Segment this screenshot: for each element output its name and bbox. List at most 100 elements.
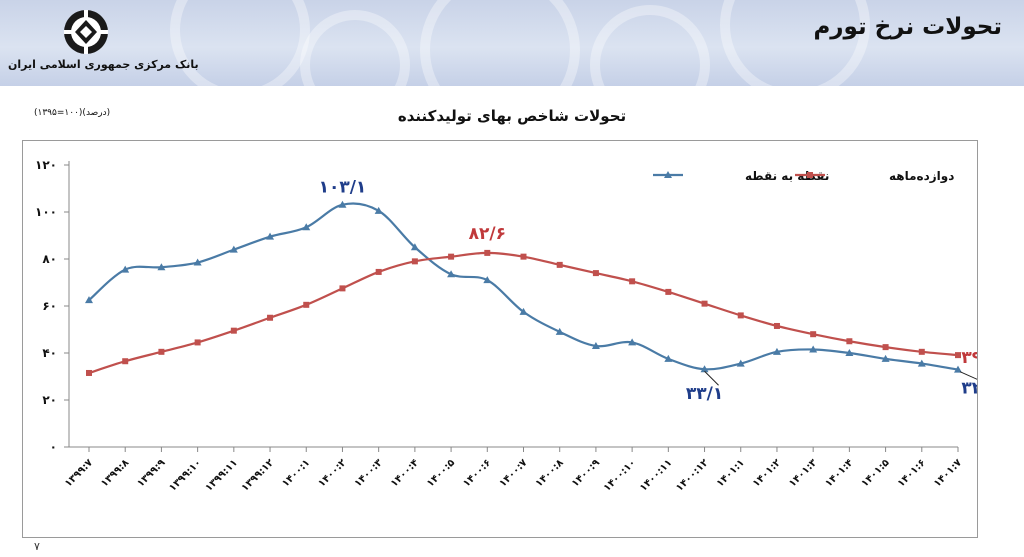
y-tick-label: ۱۰۰ <box>35 205 57 219</box>
legend-label: دوازده‌ماهه <box>889 169 954 184</box>
annotation-leader-line <box>704 370 719 386</box>
data-point-triangle <box>483 276 492 284</box>
x-tick-label: ۱۴۰۰:۱۱ <box>638 457 675 494</box>
data-point-triangle <box>881 354 890 362</box>
x-tick-label: ۱۴۰۱:۲ <box>751 457 783 489</box>
x-tick-label: ۱۴۰۰:۱۰ <box>602 457 639 494</box>
data-point-square <box>86 369 92 376</box>
data-point-triangle <box>302 223 311 231</box>
decorative-pattern <box>590 5 710 86</box>
data-point-square <box>375 268 382 275</box>
y-tick-label: ۸۰ <box>42 252 57 266</box>
data-point-square <box>918 348 925 355</box>
x-tick-label: ۱۳۹۹:۱۲ <box>240 457 277 494</box>
x-tick-label: ۱۴۰۰:۱۲ <box>674 457 711 494</box>
data-point-triangle <box>266 232 275 240</box>
legend-marker-square <box>807 172 813 178</box>
y-tick-label: ۲۰ <box>42 393 57 407</box>
data-annotation-label: ۳۲/۹ <box>961 379 977 399</box>
x-tick-label: ۱۴۰۱:۱ <box>715 457 747 489</box>
data-annotation-label: ۳۹/۱ <box>961 348 977 368</box>
data-point-square <box>737 312 744 319</box>
data-point-square <box>448 253 455 260</box>
x-tick-label: ۱۳۹۹:۸ <box>99 457 131 489</box>
y-tick-label: ۱۲۰ <box>35 158 57 172</box>
data-point-triangle <box>664 354 673 362</box>
x-tick-label: ۱۳۹۹:۱۱ <box>203 457 240 494</box>
x-tick-label: ۱۳۹۹:۹ <box>135 457 167 489</box>
annotation-leader-line <box>959 371 977 380</box>
data-point-square <box>629 278 636 285</box>
x-tick-label: ۱۴۰۰:۶ <box>461 457 493 489</box>
y-tick-label: ۶۰ <box>42 299 57 313</box>
x-tick-label: ۱۴۰۰:۹ <box>570 457 602 489</box>
y-tick-label: ۴۰ <box>42 346 57 360</box>
page-title: تحولات نرخ تورم <box>813 14 1002 40</box>
chart-frame: ۰ ۲۰ ۴۰ ۶۰ ۸۰ ۱۰۰ ۱۲۰ ۱۳۹۹:۷ ۱۳۹۹:۸ ۱۳۹۹:۹ ۱۳۹۹:۱۰… <box>22 140 978 538</box>
data-point-square <box>122 358 129 365</box>
data-annotation-label: ۱۰۳/۱ <box>319 178 367 198</box>
data-point-triangle <box>700 365 709 373</box>
data-point-triangle <box>591 341 600 349</box>
data-point-triangle <box>628 338 637 346</box>
data-point-square <box>846 338 853 345</box>
data-point-triangle <box>845 349 854 356</box>
decorative-pattern <box>170 0 310 86</box>
data-point-triangle <box>772 347 781 355</box>
header-banner: بانک مرکزی جمهوری اسلامی ایران تحولات نر… <box>0 0 1024 86</box>
x-tick-label: ۱۴۰۱:۴ <box>823 457 855 489</box>
x-tick-label: ۱۴۰۱:۳ <box>787 457 819 489</box>
chart-title: تحولات شاخص بهای تولیدکننده <box>397 107 627 125</box>
data-point-triangle <box>121 265 130 273</box>
x-tick-label: ۱۳۹۹:۱۰ <box>167 457 204 494</box>
central-bank-logo-icon <box>64 10 108 54</box>
bank-name: بانک مرکزی جمهوری اسلامی ایران <box>8 58 199 71</box>
decorative-pattern <box>720 0 870 86</box>
data-point-square <box>773 322 780 329</box>
decorative-pattern <box>300 10 410 86</box>
x-tick-label: ۱۴۰۰:۵ <box>425 457 457 489</box>
data-point-square <box>556 261 563 268</box>
x-tick-label: ۱۳۹۹:۷ <box>63 457 95 489</box>
data-point-triangle <box>410 243 419 251</box>
x-tick-label: ۱۴۰۰:۲ <box>316 457 348 489</box>
data-point-square <box>158 348 165 355</box>
x-tick-label: ۱۴۰۰:۳ <box>353 457 385 489</box>
line-chart: ۰ ۲۰ ۴۰ ۶۰ ۸۰ ۱۰۰ ۱۲۰ ۱۳۹۹:۷ ۱۳۹۹:۸ ۱۳۹۹:۹ ۱۳۹۹:۱۰… <box>35 158 977 494</box>
data-point-square <box>665 288 672 295</box>
data-point-triangle <box>338 200 347 208</box>
data-point-triangle <box>193 258 202 266</box>
data-point-triangle <box>954 365 962 373</box>
x-tick-label: ۱۴۰۰:۴ <box>389 457 421 489</box>
data-point-square <box>230 327 237 334</box>
data-point-triangle <box>519 307 528 315</box>
x-tick-label: ۱۴۰۰:۸ <box>534 457 566 489</box>
data-point-square <box>520 253 527 260</box>
data-point-square <box>882 344 889 351</box>
data-point-square <box>411 258 418 265</box>
data-annotation-label: ۳۳/۱ <box>686 384 723 404</box>
data-annotation-label: ۸۲/۶ <box>469 224 506 244</box>
x-tick-label: ۱۴۰۱:۶ <box>896 457 928 489</box>
data-point-triangle <box>374 206 383 214</box>
decorative-pattern <box>420 0 580 86</box>
unit-note: (درصد)(۱۰۰=۱۳۹۵) <box>34 108 111 118</box>
page-number: ۷ <box>34 540 40 553</box>
data-point-square <box>592 270 599 277</box>
legend-marker-triangle <box>664 171 672 178</box>
data-point-square <box>267 314 274 321</box>
data-point-square <box>810 331 817 338</box>
data-point-triangle <box>157 263 166 271</box>
y-tick-label: ۰ <box>50 440 57 454</box>
x-tick-label: ۱۴۰۰:۱ <box>280 457 312 489</box>
data-point-triangle <box>917 359 926 367</box>
x-tick-label: ۱۴۰۱:۷ <box>932 457 964 489</box>
data-point-square <box>955 352 961 359</box>
data-point-triangle <box>447 270 456 278</box>
data-point-triangle <box>809 345 818 353</box>
data-point-triangle <box>736 359 745 367</box>
series-line-point-to-point <box>88 202 959 371</box>
x-tick-label: ۱۴۰۰:۷ <box>497 457 529 489</box>
data-point-square <box>701 300 708 307</box>
data-point-triangle <box>555 327 564 335</box>
